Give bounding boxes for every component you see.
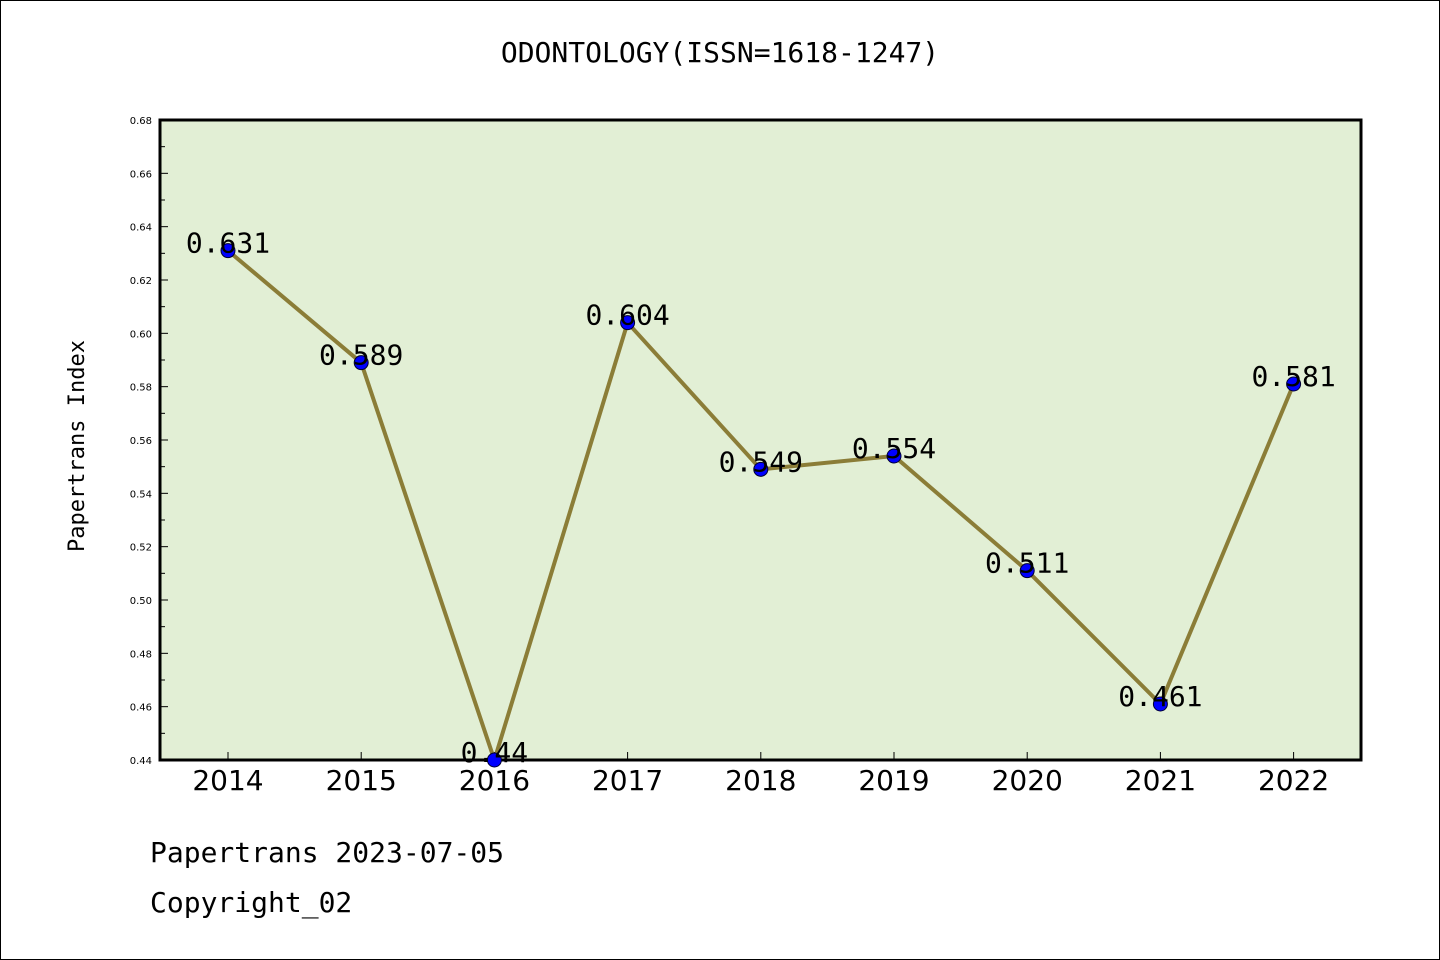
x-tick-label: 2021 xyxy=(1125,764,1196,797)
data-label: 0.511 xyxy=(985,547,1069,580)
data-point xyxy=(620,315,636,331)
x-tick-label: 2022 xyxy=(1258,764,1329,797)
footer-copyright: Copyright_02 xyxy=(150,886,353,919)
data-point xyxy=(1019,563,1035,579)
x-tick-label: 2019 xyxy=(858,764,929,797)
data-label: 0.581 xyxy=(1251,360,1335,393)
plot-area xyxy=(158,118,1363,762)
data-label: 0.589 xyxy=(319,339,403,372)
x-tick-label: 2020 xyxy=(992,764,1063,797)
data-point xyxy=(886,448,902,464)
data-point xyxy=(1286,376,1302,392)
x-tick-label: 2015 xyxy=(326,764,397,797)
data-labels: 0.631 0.589 0.44 0.604 0.549 0.554 0.511 0.461 0… xyxy=(186,227,1336,769)
y-axis: 0.44 0.46 0.48 0.50 0.52 0.54 0.56 0.58 0.60 0.62… xyxy=(130,116,168,767)
y-tick-label: 0.50 xyxy=(130,596,152,607)
x-tick-label: 2018 xyxy=(725,764,796,797)
data-point xyxy=(486,752,502,768)
data-label: 0.604 xyxy=(585,299,669,332)
y-tick-label: 0.66 xyxy=(130,169,152,180)
y-tick-label: 0.68 xyxy=(130,116,152,127)
y-tick-label: 0.62 xyxy=(130,276,152,287)
data-label: 0.554 xyxy=(852,432,936,465)
y-axis-title: Papertrans Index xyxy=(65,340,90,552)
y-tick-label: 0.48 xyxy=(130,649,152,660)
x-tick-label: 2017 xyxy=(592,764,663,797)
data-point xyxy=(1152,696,1168,712)
y-tick-label: 0.60 xyxy=(130,329,152,340)
data-label: 0.549 xyxy=(719,445,803,478)
data-label: 0.631 xyxy=(186,227,270,260)
y-tick-label: 0.44 xyxy=(130,756,152,767)
data-label: 0.461 xyxy=(1118,680,1202,713)
data-point xyxy=(753,461,769,477)
x-tick-label: 2016 xyxy=(459,764,530,797)
y-tick-label: 0.52 xyxy=(130,543,152,554)
data-point xyxy=(353,355,369,371)
y-tick-label: 0.56 xyxy=(130,436,152,447)
y-tick-label: 0.58 xyxy=(130,383,152,394)
x-tick-label: 2014 xyxy=(192,764,263,797)
y-tick-label: 0.46 xyxy=(130,703,152,714)
data-point xyxy=(220,243,236,259)
series-line-group xyxy=(220,243,1302,768)
footer-date: Papertrans 2023-07-05 xyxy=(150,836,505,869)
data-label: 0.44 xyxy=(461,736,528,769)
y-tick-label: 0.64 xyxy=(130,223,152,234)
y-tick-label: 0.54 xyxy=(130,489,152,500)
x-axis: 2014 2015 2016 2017 2018 2019 2020 2021 2022 xyxy=(192,752,1329,797)
chart-title: ODONTOLOGY(ISSN=1618-1247) xyxy=(500,36,940,69)
